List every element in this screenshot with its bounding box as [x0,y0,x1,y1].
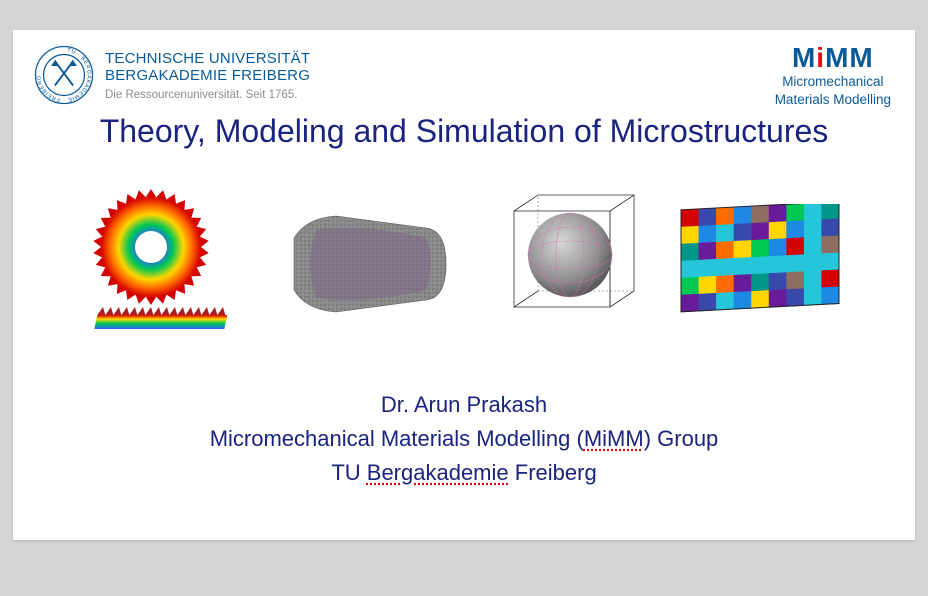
group-link[interactable]: MiMM [584,426,644,451]
slide: TU · BERGAKADEMIE · FREIBERG · TECHNISCH… [13,30,915,540]
inst-pre: TU [331,460,366,485]
mimm-sub-line1: Micromechanical [775,74,891,90]
header-row: TU · BERGAKADEMIE · FREIBERG · TECHNISCH… [33,44,895,107]
author-line: Dr. Arun Prakash [33,388,895,422]
slide-title: Theory, Modeling and Simulation of Micro… [33,113,895,150]
group-line: Micromechanical Materials Modelling (MiM… [33,422,895,456]
figure-grain-map [677,204,847,324]
inst-post: Freiberg [509,460,597,485]
svg-text:TU · BERGAKADEMIE · FREIBERG ·: TU · BERGAKADEMIE · FREIBERG · [36,48,91,103]
university-name-line1: TECHNISCHE UNIVERSITÄT [105,50,310,67]
mimm-i-dot: i [816,42,825,73]
university-name-line2: BERGAKADEMIE FREIBERG [105,67,310,84]
mimm-sub-line2: Materials Modelling [775,92,891,108]
figure-sample [276,204,456,324]
university-seal-icon: TU · BERGAKADEMIE · FREIBERG · [33,44,95,106]
university-block: TU · BERGAKADEMIE · FREIBERG · TECHNISCH… [33,44,310,106]
figure-sphere-cube [492,189,642,339]
images-row [33,184,895,344]
institution-line: TU Bergakademie Freiberg [33,456,895,490]
group-post: ) Group [644,426,719,451]
university-tagline: Die Ressourcenuniversität. Seit 1765. [105,89,310,101]
mimm-logo: MiMM [775,44,891,72]
university-text: TECHNISCHE UNIVERSITÄT BERGAKADEMIE FREI… [105,44,310,101]
group-pre: Micromechanical Materials Modelling ( [210,426,584,451]
figure-gear [81,189,241,339]
mimm-block: MiMM Micromechanical Materials Modelling [775,44,895,107]
inst-link[interactable]: Bergakademie [367,460,509,485]
footer-block: Dr. Arun Prakash Micromechanical Materia… [33,388,895,490]
